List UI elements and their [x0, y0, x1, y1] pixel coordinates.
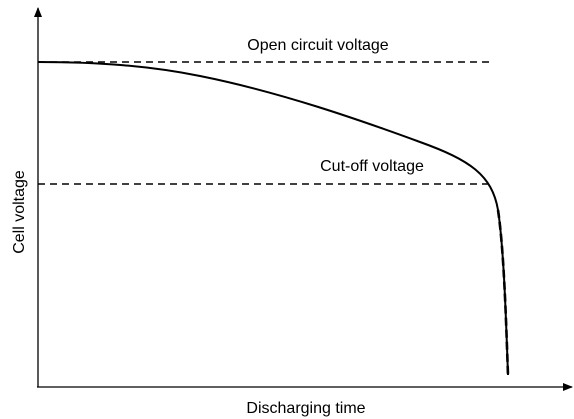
discharge-curve-tail [496, 209, 510, 376]
y-axis-label: Cell voltage [11, 170, 28, 254]
discharge-curve [37, 61, 509, 376]
x-axis-label: Discharging time [246, 400, 365, 417]
cut-off-label: Cut-off voltage [320, 158, 424, 175]
open-circuit-label: Open circuit voltage [247, 37, 389, 54]
